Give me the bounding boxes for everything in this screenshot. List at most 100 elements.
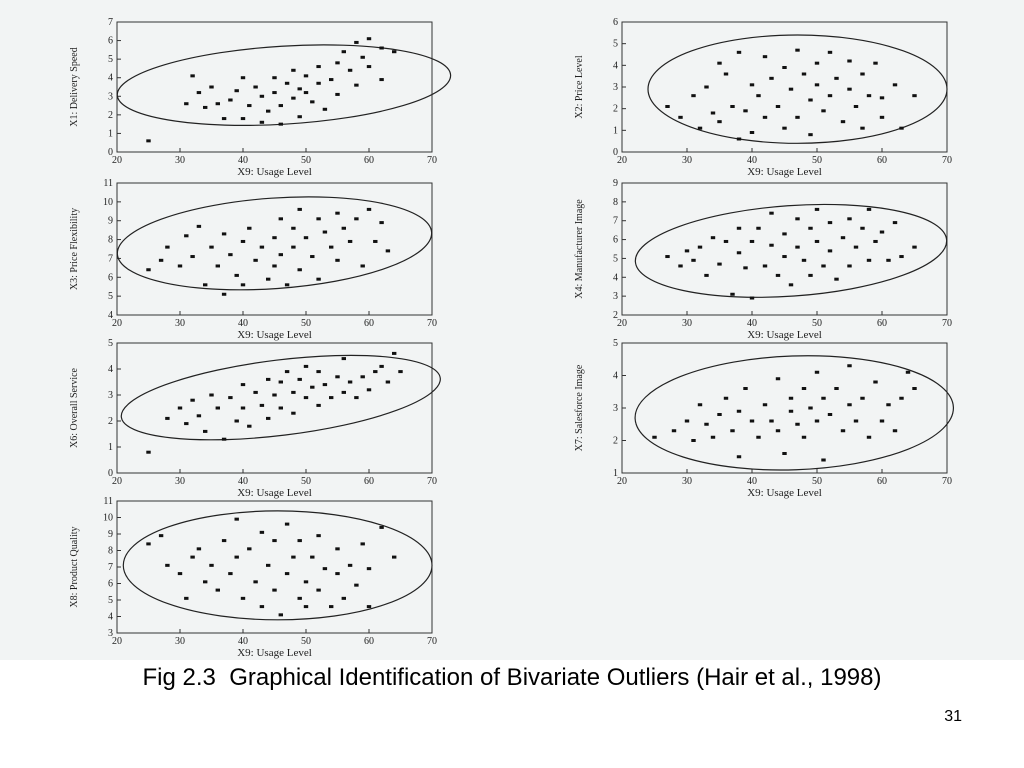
x-axis-label: X9: Usage Level xyxy=(237,647,312,659)
data-point xyxy=(354,217,359,221)
data-point xyxy=(221,437,227,441)
x-tick-label: 30 xyxy=(682,476,692,487)
data-point xyxy=(684,419,690,423)
data-point xyxy=(730,105,735,108)
data-point xyxy=(196,547,202,551)
data-point xyxy=(762,403,768,407)
data-point xyxy=(366,388,372,392)
data-point xyxy=(704,85,709,89)
data-point xyxy=(234,555,239,559)
data-point xyxy=(827,221,833,225)
data-point xyxy=(840,429,846,433)
y-tick-label: 1 xyxy=(613,468,618,479)
data-point xyxy=(203,580,208,584)
y-tick-label: 3 xyxy=(613,82,618,93)
data-point xyxy=(316,403,321,407)
scatter-panel-3: 20 30 40 50 60 70 4 5 6 7 8 9 10 11 X9: Usage Level X3:… xyxy=(69,178,437,341)
data-point xyxy=(808,133,813,137)
x-tick-label: 70 xyxy=(427,155,437,166)
x-tick-label: 60 xyxy=(364,155,374,166)
data-point xyxy=(341,357,346,361)
confidence-ellipse xyxy=(120,354,441,441)
data-point xyxy=(834,277,839,281)
data-point xyxy=(853,105,859,108)
data-point xyxy=(782,66,787,69)
data-point xyxy=(775,105,781,108)
data-point xyxy=(873,239,878,243)
data-point xyxy=(366,65,372,69)
data-point xyxy=(782,255,787,259)
y-tick-label: 9 xyxy=(108,216,113,227)
data-point xyxy=(291,226,296,230)
y-tick-label: 10 xyxy=(103,513,113,524)
data-point xyxy=(912,94,917,98)
data-point xyxy=(730,429,735,433)
x-tick-label: 40 xyxy=(238,476,248,487)
data-point xyxy=(347,563,353,567)
y-tick-label: 6 xyxy=(108,579,113,590)
x-tick-label: 40 xyxy=(747,476,757,487)
data-point xyxy=(801,72,807,76)
data-point xyxy=(266,377,271,381)
x-tick-label: 50 xyxy=(301,318,311,329)
data-point xyxy=(360,55,365,59)
data-point xyxy=(652,435,657,439)
data-point xyxy=(278,253,283,257)
x-tick-label: 70 xyxy=(427,476,437,487)
data-point xyxy=(266,416,271,420)
data-point xyxy=(788,396,794,400)
y-tick-label: 3 xyxy=(108,91,113,102)
data-point xyxy=(221,117,227,121)
data-point xyxy=(905,370,911,374)
data-point xyxy=(259,403,265,407)
data-point xyxy=(769,419,774,423)
x-tick-label: 60 xyxy=(877,318,887,329)
data-point xyxy=(284,283,290,287)
data-point xyxy=(821,396,826,400)
data-point xyxy=(329,245,334,249)
data-point xyxy=(316,370,321,374)
x-tick-label: 50 xyxy=(301,155,311,166)
data-point xyxy=(335,375,340,379)
x-tick-label: 50 xyxy=(301,476,311,487)
data-point xyxy=(853,245,859,249)
data-point xyxy=(736,251,742,255)
data-point xyxy=(259,94,265,98)
y-tick-label: 6 xyxy=(108,272,113,283)
data-point xyxy=(303,364,309,368)
data-point xyxy=(360,264,365,268)
y-tick-label: 4 xyxy=(108,612,113,623)
data-point xyxy=(398,370,403,374)
data-point xyxy=(678,115,683,119)
data-point xyxy=(775,429,781,433)
data-point xyxy=(697,403,703,407)
data-point xyxy=(221,292,227,296)
data-point xyxy=(860,226,865,230)
y-tick-label: 5 xyxy=(613,338,618,349)
data-point xyxy=(847,59,852,63)
x-tick-label: 40 xyxy=(238,155,248,166)
data-point xyxy=(827,50,833,54)
data-point xyxy=(379,46,384,50)
data-point xyxy=(215,102,220,106)
data-point xyxy=(840,236,846,240)
data-point xyxy=(723,239,729,243)
y-axis-label: X4: Manufacturer Image xyxy=(574,199,585,299)
data-point xyxy=(814,83,820,87)
x-tick-label: 30 xyxy=(175,636,185,647)
scatter-panel-2: 20 30 40 50 60 70 0 1 2 3 4 5 6 X9: Usage Level X2: Pr… xyxy=(574,17,952,178)
data-point xyxy=(360,542,365,546)
data-point xyxy=(354,83,359,87)
data-point xyxy=(291,96,296,100)
scanned-figure: 20 30 40 50 60 70 0 1 2 3 4 5 6 7 X9: Usage Level X1: D… xyxy=(0,0,1024,660)
x-tick-label: 60 xyxy=(364,636,374,647)
data-point xyxy=(717,262,722,266)
data-point xyxy=(291,68,296,72)
data-point xyxy=(379,525,384,529)
y-tick-label: 6 xyxy=(613,235,618,246)
data-point xyxy=(240,406,246,410)
y-tick-label: 4 xyxy=(613,272,618,283)
data-point xyxy=(743,109,748,113)
data-point xyxy=(795,115,800,119)
